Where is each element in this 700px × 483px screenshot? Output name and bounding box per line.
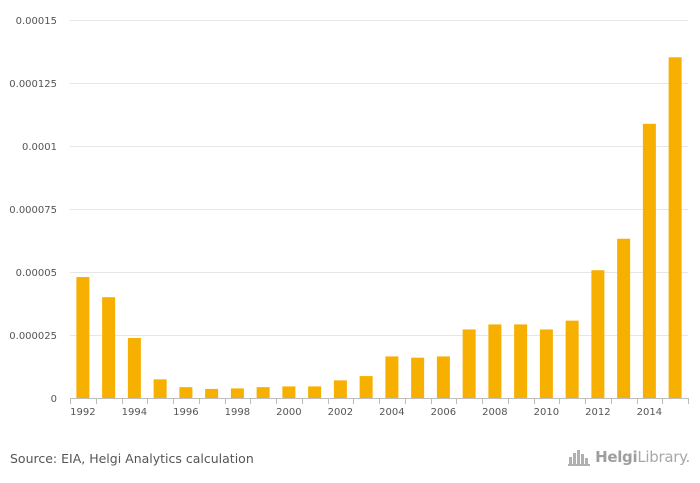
- y-tick-label: 0.00015: [16, 16, 57, 27]
- brand-rest: Library.: [637, 448, 690, 466]
- bar-2001[interactable]: [308, 386, 322, 398]
- helgi-skyline-icon: [568, 450, 591, 466]
- bar-2003[interactable]: [359, 376, 373, 398]
- x-tick-label: 2010: [534, 407, 559, 418]
- brand-bold: Helgi: [595, 448, 638, 466]
- bar-2008[interactable]: [488, 324, 502, 398]
- x-tick-label: 2002: [328, 407, 353, 418]
- bar-2015[interactable]: [668, 57, 682, 399]
- bar-1999[interactable]: [256, 387, 270, 398]
- y-tick-label: 0.000075: [9, 205, 57, 216]
- bar-1997[interactable]: [205, 388, 219, 398]
- bar-2000[interactable]: [282, 386, 296, 398]
- x-tick-label: 1998: [225, 407, 250, 418]
- x-tick-label: 2004: [379, 407, 404, 418]
- bar-2013[interactable]: [617, 238, 631, 398]
- y-tick-label: 0.000025: [9, 331, 57, 342]
- bar-2006[interactable]: [436, 356, 450, 398]
- brand-name: HelgiLibrary.: [595, 448, 690, 466]
- y-axis: 0 0.000025 0.00005 0.000075 0.0001 0.000125 0.…: [9, 16, 57, 405]
- x-tick-label: 1994: [122, 407, 147, 418]
- y-tick-label: 0.000125: [9, 79, 57, 90]
- bar-2005[interactable]: [411, 357, 425, 398]
- y-tick-label: 0.0001: [22, 142, 57, 153]
- helgi-library-logo[interactable]: HelgiLibrary.: [568, 448, 690, 466]
- bar-1995[interactable]: [153, 379, 167, 398]
- y-tick-label: 0.00005: [16, 268, 57, 279]
- bar-2011[interactable]: [565, 320, 579, 398]
- bars: [76, 57, 682, 399]
- x-axis: 1992 1994 1996 1998 2000 2002 2004 2006 2008 2010…: [70, 398, 689, 418]
- bar-1994[interactable]: [127, 338, 141, 398]
- y-tick-label: 0: [51, 394, 57, 405]
- x-tick-label: 1992: [70, 407, 95, 418]
- x-tick-label: 2008: [482, 407, 507, 418]
- x-tick-label: 2000: [276, 407, 301, 418]
- bar-2004[interactable]: [385, 356, 399, 398]
- bar-2009[interactable]: [514, 324, 528, 398]
- x-tick-label: 2006: [431, 407, 456, 418]
- bar-2010[interactable]: [539, 329, 553, 398]
- bar-1993[interactable]: [102, 297, 116, 398]
- bar-2002[interactable]: [333, 380, 347, 398]
- x-tick-label: 1996: [173, 407, 198, 418]
- bar-2007[interactable]: [462, 329, 476, 398]
- bar-1992[interactable]: [76, 277, 90, 398]
- chart: 0 0.000025 0.00005 0.000075 0.0001 0.000125 0.…: [9, 16, 689, 418]
- bar-1996[interactable]: [179, 387, 193, 398]
- bar-2012[interactable]: [591, 270, 605, 398]
- bar-2014[interactable]: [642, 123, 656, 398]
- source-note: Source: EIA, Helgi Analytics calculation: [10, 451, 254, 466]
- x-tick-label: 2012: [585, 407, 610, 418]
- gridlines: [70, 20, 688, 336]
- bar-1998[interactable]: [230, 388, 244, 398]
- x-tick-label: 2014: [637, 407, 662, 418]
